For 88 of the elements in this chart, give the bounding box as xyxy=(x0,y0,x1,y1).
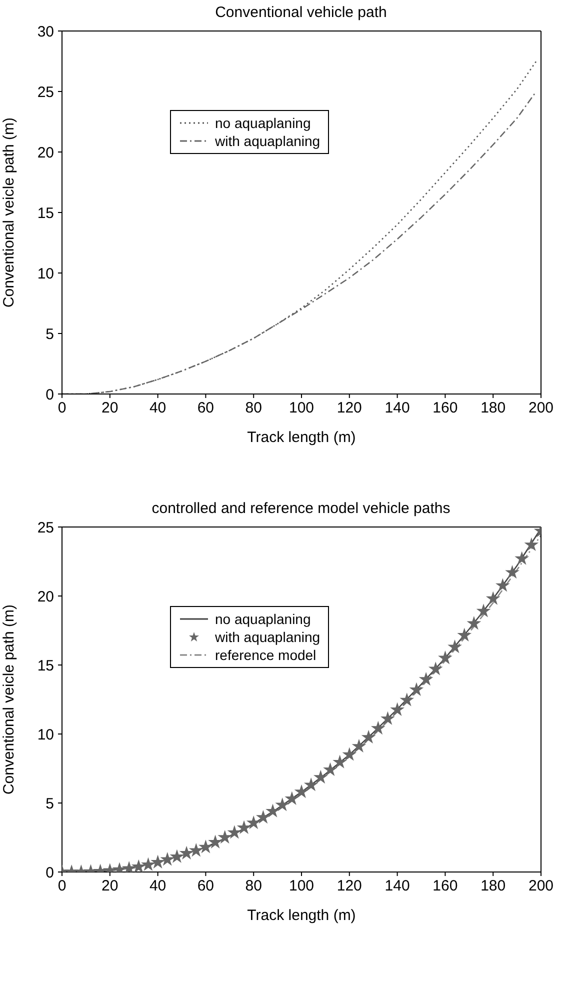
legend-label: with aquaplaning xyxy=(215,132,320,150)
point xyxy=(390,702,404,716)
y-tick-label: 10 xyxy=(37,265,54,282)
y-tick-label: 25 xyxy=(37,84,54,101)
point xyxy=(179,846,194,860)
y-tick-label: 5 xyxy=(46,795,54,812)
x-tick-label: 20 xyxy=(102,878,118,895)
x-tick-label: 20 xyxy=(102,400,118,417)
point xyxy=(466,616,482,630)
point xyxy=(514,551,530,565)
point xyxy=(370,720,386,735)
x-tick-label: 120 xyxy=(336,878,362,895)
point xyxy=(266,804,280,818)
x-tick-label: 40 xyxy=(149,400,166,417)
x-tick-label: 80 xyxy=(245,400,262,417)
point xyxy=(198,840,213,854)
point xyxy=(380,711,395,725)
point xyxy=(505,564,520,579)
point xyxy=(361,730,376,744)
point xyxy=(418,672,434,686)
point xyxy=(476,604,491,618)
x-tick-label: 180 xyxy=(480,400,506,417)
x-tick-label: 40 xyxy=(149,878,166,895)
point xyxy=(313,770,328,784)
point xyxy=(246,815,261,830)
x-tick-label: 160 xyxy=(432,878,458,895)
point xyxy=(409,682,424,696)
y-tick-label: 15 xyxy=(37,204,54,222)
point xyxy=(284,791,300,805)
y-tick-label: 0 xyxy=(46,386,54,404)
chart-title: Conventional vehicle path xyxy=(214,4,388,21)
point xyxy=(227,825,242,839)
x-tick-label: 140 xyxy=(384,400,410,417)
y-tick-label: 5 xyxy=(46,326,54,343)
x-tick-label: 100 xyxy=(288,400,314,417)
x-tick-label: 0 xyxy=(58,400,66,417)
point xyxy=(160,852,175,866)
legend-label: no aquaplaning xyxy=(215,610,311,628)
point xyxy=(428,662,443,676)
point xyxy=(208,834,222,848)
y-tick-label: 15 xyxy=(37,657,54,674)
x-tick-label: 80 xyxy=(245,878,262,895)
y-axis-title: Conventional veicle path (m) xyxy=(0,604,18,795)
x-tick-label: 60 xyxy=(197,878,214,895)
y-tick-label: 10 xyxy=(37,726,54,744)
y-tick-label: 25 xyxy=(37,519,54,536)
point xyxy=(332,754,347,768)
point xyxy=(218,830,232,844)
x-tick-label: 0 xyxy=(58,878,66,895)
point xyxy=(236,820,252,834)
point xyxy=(486,591,500,605)
x-tick-label: 180 xyxy=(480,878,506,895)
point xyxy=(294,784,309,798)
legend-label: with aquaplaning xyxy=(215,628,320,646)
x-tick-label: 140 xyxy=(384,878,410,895)
point xyxy=(275,798,290,812)
point xyxy=(524,537,539,552)
y-tick-label: 20 xyxy=(37,588,54,606)
legend-label: no aquaplaning xyxy=(215,114,311,132)
x-tick-label: 120 xyxy=(336,400,362,417)
point xyxy=(352,738,366,753)
point xyxy=(256,810,270,824)
x-tick-label: 100 xyxy=(288,878,314,895)
x-tick-label: 60 xyxy=(197,400,214,417)
point xyxy=(170,849,184,863)
x-axis-title: Track length (m) xyxy=(247,429,356,446)
x-tick-label: 200 xyxy=(528,400,554,417)
point xyxy=(188,843,204,857)
point xyxy=(150,854,165,868)
y-tick-label: 30 xyxy=(37,23,54,40)
point xyxy=(448,640,462,654)
legend-label: reference model xyxy=(215,646,316,664)
chart-title: controlled and reference model vehicle paths xyxy=(150,500,452,517)
y-tick-label: 20 xyxy=(37,144,54,162)
point xyxy=(457,628,472,642)
point xyxy=(400,692,414,706)
y-tick-label: 0 xyxy=(46,864,54,882)
point xyxy=(304,778,318,792)
point xyxy=(131,859,146,872)
point xyxy=(438,650,452,664)
point xyxy=(141,857,156,871)
point xyxy=(496,578,510,592)
x-tick-label: 200 xyxy=(528,878,554,895)
point xyxy=(342,747,357,761)
x-axis-title: Track length (m) xyxy=(247,907,356,924)
point xyxy=(323,762,338,776)
x-tick-label: 160 xyxy=(432,400,458,417)
y-axis-title: Conventional veicle path (m) xyxy=(0,117,18,308)
